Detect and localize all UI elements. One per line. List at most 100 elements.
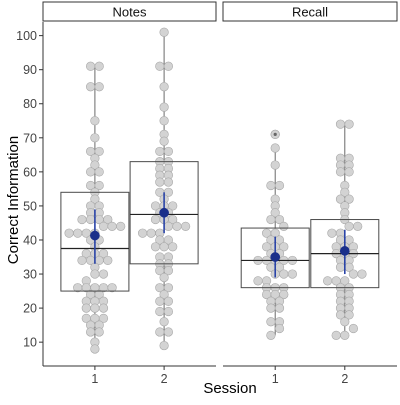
data-point [77, 214, 87, 225]
data-point [279, 221, 289, 231]
data-point [90, 344, 100, 354]
iqr-box [129, 161, 199, 265]
mean-point [90, 230, 100, 241]
data-point [266, 317, 276, 327]
facet-strip-label: Recall [292, 5, 328, 20]
dot-group [253, 129, 298, 340]
data-point [270, 160, 280, 170]
data-point [168, 242, 178, 252]
data-point [344, 167, 354, 177]
data-point [146, 228, 156, 238]
data-point [335, 167, 346, 177]
x-tick-label: 1 [272, 372, 279, 386]
data-point [348, 269, 359, 279]
data-point [340, 317, 350, 327]
data-point [340, 330, 350, 340]
y-tick-label: 10 [23, 336, 37, 350]
data-point [163, 235, 173, 245]
data-point [159, 27, 169, 37]
data-point [90, 303, 100, 313]
data-point [159, 102, 169, 112]
data-point [94, 289, 104, 300]
data-point [103, 214, 113, 225]
data-point [270, 208, 280, 218]
mean-point [159, 207, 169, 218]
data-point [90, 160, 100, 170]
y-axis-label: Correct Information [5, 136, 22, 264]
data-point [287, 269, 298, 279]
data-point [81, 303, 91, 313]
data-point [340, 187, 350, 197]
data-point [90, 269, 100, 279]
data-point [64, 228, 74, 238]
y-tick-label: 60 [23, 165, 37, 179]
data-point [98, 221, 109, 231]
data-point [159, 272, 169, 283]
data-point [150, 242, 161, 252]
facet-strip-label: Notes [113, 5, 147, 20]
data-point [344, 194, 354, 204]
data-point [85, 61, 96, 71]
data-point [155, 146, 165, 157]
data-point [159, 242, 169, 252]
data-point [163, 221, 173, 231]
x-tick-label: 2 [161, 372, 168, 386]
data-point [155, 177, 165, 187]
data-point [274, 180, 285, 191]
y-tick-label: 30 [23, 268, 37, 282]
data-point [266, 214, 276, 225]
data-point [85, 167, 96, 177]
data-point [331, 330, 341, 340]
y-tick-label: 70 [23, 131, 37, 145]
data-point [335, 262, 346, 272]
data-point [344, 119, 354, 129]
data-point [77, 255, 87, 266]
facet-strip [42, 1, 217, 22]
data-point [163, 283, 173, 293]
data-point [163, 146, 173, 157]
data-point [159, 82, 169, 92]
data-point [279, 269, 289, 279]
y-tick-label: 20 [23, 302, 37, 316]
data-point [98, 249, 109, 259]
iqr-box [60, 191, 130, 292]
data-point [107, 283, 117, 293]
data-point [335, 119, 346, 129]
y-tick-label: 50 [23, 199, 37, 213]
data-point [85, 82, 96, 92]
y-tick-label: 80 [23, 97, 37, 111]
data-point [353, 221, 363, 231]
data-point [85, 214, 96, 225]
dot-group [323, 119, 367, 340]
data-point [253, 276, 263, 286]
data-point [270, 143, 280, 153]
data-point [73, 228, 83, 238]
data-point [163, 296, 173, 306]
data-point [266, 180, 276, 191]
data-point [94, 327, 104, 337]
data-point [94, 167, 104, 177]
data-point [159, 289, 169, 300]
data-point [159, 136, 169, 146]
x-axis-label: Session [203, 380, 256, 397]
mean-point [339, 246, 350, 256]
data-point [266, 303, 276, 313]
data-point [163, 306, 173, 317]
data-point [163, 177, 173, 187]
dot-group [138, 27, 191, 351]
data-point [159, 317, 169, 327]
data-point [159, 340, 169, 351]
data-point [94, 61, 104, 71]
data-point [116, 221, 126, 231]
mean-point [270, 252, 281, 262]
data-point [155, 306, 165, 317]
data-point [138, 228, 148, 238]
data-point [163, 61, 173, 71]
data-point [279, 242, 289, 252]
x-tick-label: 1 [91, 372, 98, 386]
data-point [90, 133, 100, 143]
data-point [274, 214, 285, 225]
data-point [90, 194, 100, 204]
data-point [90, 116, 100, 126]
